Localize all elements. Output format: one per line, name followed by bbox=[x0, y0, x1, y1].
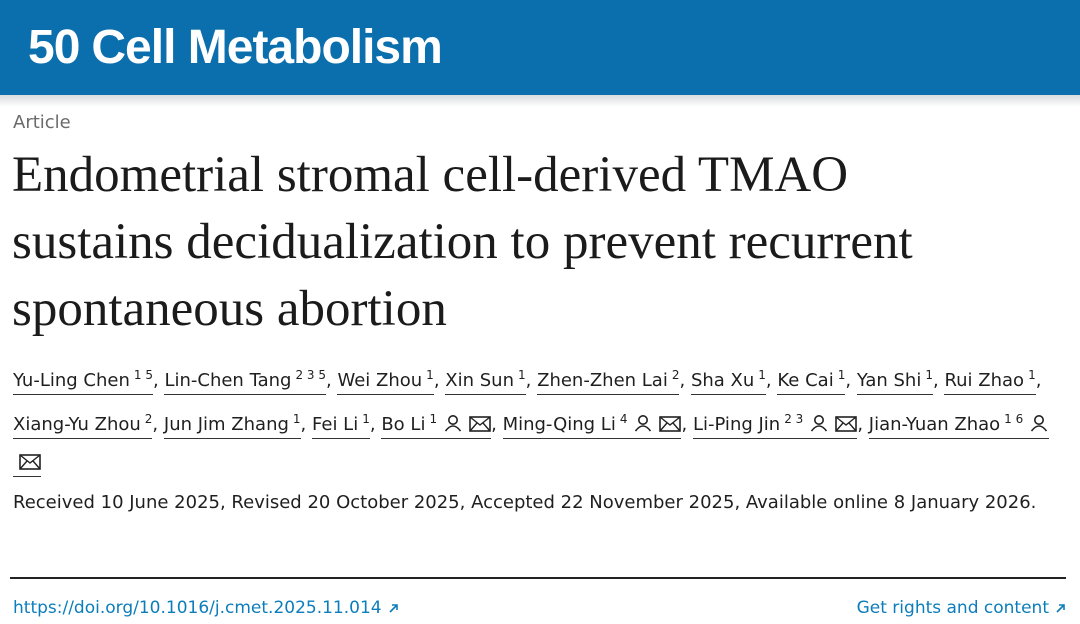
rights-text: Get rights and content bbox=[856, 598, 1049, 618]
divider bbox=[10, 577, 1066, 579]
author-link[interactable]: Wei Zhou 1 bbox=[337, 368, 434, 395]
author-name: Ke Cai bbox=[777, 370, 834, 391]
rights-link[interactable]: Get rights and content bbox=[857, 598, 1066, 618]
author-separator: , bbox=[491, 414, 497, 435]
author-affiliations: 2 3 5 bbox=[295, 368, 326, 382]
author-link[interactable]: Bo Li 1 bbox=[381, 412, 492, 439]
author-name: Wei Zhou bbox=[337, 370, 423, 391]
doi-text: https://doi.org/10.1016/j.cmet.2025.11.0… bbox=[13, 598, 382, 618]
author-separator: , bbox=[932, 370, 939, 391]
author-name: Xiang-Yu Zhou bbox=[13, 414, 141, 435]
article-type: Article bbox=[13, 112, 71, 133]
author-affiliations: 1 bbox=[426, 368, 434, 382]
mail-icon bbox=[835, 416, 858, 432]
author-separator: , bbox=[433, 370, 440, 391]
author-affiliations: 2 bbox=[671, 368, 680, 382]
author-affiliations: 1 5 bbox=[133, 368, 153, 382]
author-separator: , bbox=[845, 370, 852, 391]
author-link[interactable]: Yu-Ling Chen 1 5 bbox=[13, 368, 153, 395]
author-name: Xin Sun bbox=[445, 370, 514, 391]
author-affiliations: 1 bbox=[837, 368, 846, 382]
author-name: Yu-Ling Chen bbox=[13, 370, 130, 391]
mail-icon bbox=[659, 416, 682, 432]
anniversary-badge: 50 bbox=[28, 21, 80, 74]
author-link[interactable]: Sha Xu 1 bbox=[690, 368, 766, 395]
author-name: Zhen-Zhen Lai bbox=[537, 370, 668, 391]
site-header: 50 Cell Metabolism bbox=[0, 0, 1080, 95]
external-icon bbox=[389, 604, 398, 613]
external-icon bbox=[1056, 604, 1065, 613]
journal-name: Cell Metabolism bbox=[91, 21, 442, 74]
author-separator: , bbox=[1035, 370, 1042, 391]
author-affiliations: 1 bbox=[925, 368, 933, 382]
author-link[interactable]: Ming-Qing Li 4 bbox=[502, 412, 682, 439]
author-name: Jun Jim Zhang bbox=[163, 414, 289, 435]
author-separator: , bbox=[679, 370, 686, 391]
author-affiliations: 1 bbox=[518, 368, 526, 382]
author-affiliations: 1 bbox=[429, 412, 438, 426]
author-link[interactable]: Yan Shi 1 bbox=[856, 368, 933, 395]
author-separator: , bbox=[326, 370, 332, 391]
author-link[interactable]: Fei Li 1 bbox=[312, 412, 370, 439]
person-icon bbox=[635, 415, 652, 432]
author-link[interactable]: Li-Ping Jin 2 3 bbox=[692, 412, 858, 439]
mail-icon bbox=[469, 416, 491, 432]
author-affiliations: 1 bbox=[362, 412, 370, 426]
author-affiliations: 2 bbox=[144, 412, 153, 426]
author-link[interactable]: Jian-Yuan Zhao 1 6 bbox=[13, 412, 1050, 477]
author-separator: , bbox=[681, 414, 688, 435]
author-name: Bo Li bbox=[381, 414, 426, 435]
author-name: Rui Zhao bbox=[944, 370, 1025, 391]
header-shadow bbox=[0, 95, 1080, 107]
author-name: Ming-Qing Li bbox=[502, 414, 616, 435]
author-separator: , bbox=[152, 414, 159, 435]
author-name: Jian-Yuan Zhao bbox=[868, 414, 1001, 435]
author-affiliations: 1 bbox=[1028, 368, 1036, 382]
author-separator: , bbox=[857, 414, 864, 435]
article-title: Endometrial stromal cell-derived TMAO su… bbox=[12, 147, 913, 337]
author-separator: , bbox=[369, 414, 376, 435]
author-separator: , bbox=[765, 370, 772, 391]
author-separator: , bbox=[525, 370, 532, 391]
mail-icon bbox=[19, 454, 41, 470]
author-separator: , bbox=[152, 370, 159, 391]
author-separator: , bbox=[300, 414, 307, 435]
author-list: Yu-Ling Chen 1 5, Lin-Chen Tang 2 3 5, Wei… bbox=[13, 356, 1063, 482]
author-name: Lin-Chen Tang bbox=[164, 370, 292, 391]
author-link[interactable]: Xiang-Yu Zhou 2 bbox=[13, 412, 153, 439]
author-link[interactable]: Lin-Chen Tang 2 3 5 bbox=[164, 368, 326, 395]
author-link[interactable]: Xin Sun 1 bbox=[445, 368, 526, 395]
author-affiliations: 1 bbox=[292, 412, 301, 426]
author-affiliations: 2 3 bbox=[784, 412, 804, 426]
article-history: Received 10 June 2025, Revised 20 Octobe… bbox=[13, 492, 1037, 513]
doi-link[interactable]: https://doi.org/10.1016/j.cmet.2025.11.0… bbox=[13, 598, 399, 618]
person-icon bbox=[1031, 415, 1048, 432]
author-link[interactable]: Ke Cai 1 bbox=[777, 368, 846, 395]
author-link[interactable]: Zhen-Zhen Lai 2 bbox=[537, 368, 680, 395]
author-name: Fei Li bbox=[312, 414, 359, 435]
journal-logo[interactable]: 50 Cell Metabolism bbox=[28, 20, 443, 75]
person-icon bbox=[811, 415, 828, 432]
person-icon bbox=[444, 415, 462, 432]
author-name: Li-Ping Jin bbox=[692, 414, 781, 435]
author-affiliations: 1 bbox=[758, 368, 766, 382]
author-name: Sha Xu bbox=[690, 370, 755, 391]
author-name: Yan Shi bbox=[856, 370, 922, 391]
author-link[interactable]: Rui Zhao 1 bbox=[944, 368, 1036, 395]
author-affiliations: 4 bbox=[619, 412, 628, 426]
author-link[interactable]: Jun Jim Zhang 1 bbox=[163, 412, 301, 439]
author-affiliations: 1 6 bbox=[1004, 412, 1024, 426]
